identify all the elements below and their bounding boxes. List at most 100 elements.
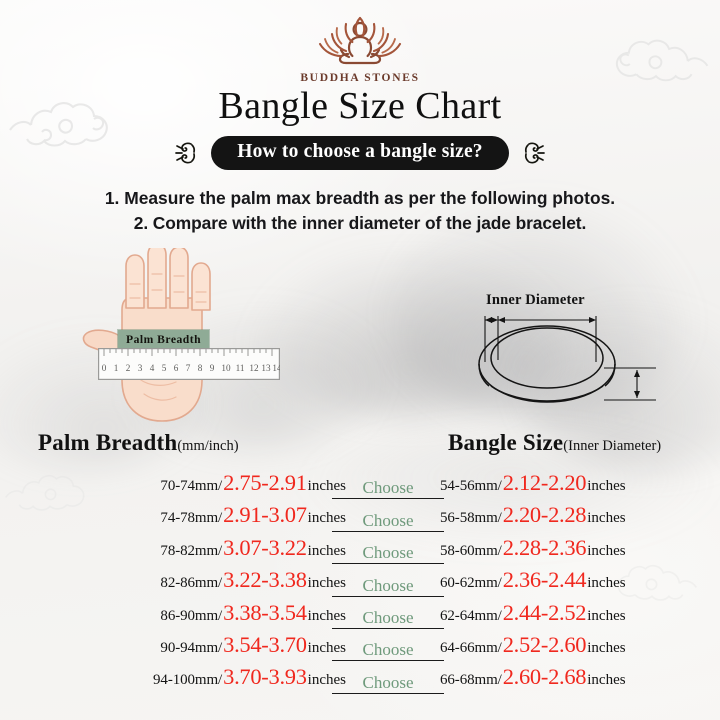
brand-name: BUDDHA STONES <box>300 72 420 84</box>
palm-breadth-table: 70-74mm/2.75-2.91 inches Choose 74-78mm/2… <box>16 470 444 697</box>
choose-link[interactable]: Choose <box>362 607 414 627</box>
cloud-motif-icon <box>9 102 108 147</box>
table-row: 78-82mm/3.07-3.22 inches Choose <box>16 535 444 567</box>
row-mm: 86-90mm/ <box>160 607 223 624</box>
inner-diameter-label: Inner Diameter <box>486 292 585 308</box>
row-inches: 3.22-3.38 <box>223 567 307 593</box>
row-inches: 2.60-2.68 <box>502 664 587 690</box>
choose-cell: Choose <box>332 608 444 629</box>
choose-underline <box>332 498 444 500</box>
row-unit: inches <box>307 639 346 656</box>
table-row: 62-64mm/2.44-2.52 inches <box>440 600 720 632</box>
table-row: 64-66mm/2.52-2.60 inches <box>440 632 720 664</box>
svg-text:0: 0 <box>102 363 107 373</box>
choose-underline <box>332 595 444 597</box>
bangle-ring-diagram <box>478 316 656 403</box>
row-mm: 60-62mm/ <box>440 575 502 592</box>
table-row: 82-86mm/3.22-3.38 inches Choose <box>16 567 444 599</box>
ornament-swirl-icon <box>175 142 196 164</box>
row-unit: inches <box>587 542 626 559</box>
svg-text:13: 13 <box>261 363 271 373</box>
choose-cell: Choose <box>332 673 444 694</box>
choose-link[interactable]: Choose <box>362 510 414 530</box>
row-mm: 56-58mm/ <box>440 510 502 527</box>
svg-text:10: 10 <box>221 363 231 373</box>
row-mm: 62-64mm/ <box>440 607 502 624</box>
svg-text:2: 2 <box>126 363 131 373</box>
cloud-motif-icon <box>615 39 709 82</box>
row-unit: inches <box>307 542 346 559</box>
row-mm: 70-74mm/ <box>160 478 223 494</box>
row-unit: inches <box>587 575 626 592</box>
page-title: Bangle Size Chart <box>218 85 502 127</box>
row-inches: 2.20-2.28 <box>502 502 587 528</box>
svg-text:14: 14 <box>272 363 280 373</box>
table-row: 60-62mm/2.36-2.44 inches <box>440 567 720 599</box>
lotus-meditation-icon <box>318 16 402 65</box>
row-inches: 3.38-3.54 <box>223 599 307 625</box>
bangle-diameter-figure: Inner Diameter <box>452 292 667 417</box>
row-unit: inches <box>307 575 346 592</box>
row-unit: inches <box>587 672 626 689</box>
instructions: 1. Measure the palm max breadth as per t… <box>0 186 720 236</box>
svg-text:9: 9 <box>210 363 215 373</box>
bangle-size-header: Bangle Size(Inner Diameter) <box>448 430 661 456</box>
instruction-step-1: 1. Measure the palm max breadth as per t… <box>104 188 616 208</box>
banner: How to choose a bangle size? <box>0 136 720 170</box>
row-inches: 2.12-2.20 <box>502 470 587 495</box>
table-row: 94-100mm/3.70-3.93 inches Choose <box>16 664 444 696</box>
row-unit: inches <box>307 607 346 624</box>
svg-text:7: 7 <box>186 363 191 373</box>
choose-cell: Choose <box>332 543 444 565</box>
row-unit: inches <box>307 510 346 527</box>
choose-underline <box>332 530 444 532</box>
row-inches: 2.28-2.36 <box>502 534 587 560</box>
brand-logo: BUDDHA STONES <box>0 10 720 84</box>
row-mm: 64-66mm/ <box>440 639 502 656</box>
row-mm: 54-56mm/ <box>440 478 502 494</box>
choose-underline <box>332 660 444 662</box>
choose-link[interactable]: Choose <box>362 543 414 563</box>
choose-link[interactable]: Choose <box>362 640 414 660</box>
choose-cell: Choose <box>332 478 444 500</box>
row-mm: 90-94mm/ <box>160 639 223 656</box>
choose-cell: Choose <box>332 640 444 662</box>
row-inches: 2.36-2.44 <box>502 567 587 593</box>
row-inches: 3.54-3.70 <box>223 631 307 657</box>
palm-breadth-header-main: Palm Breadth <box>38 430 178 455</box>
table-row: 74-78mm/2.91-3.07 inches Choose <box>16 502 444 534</box>
row-unit: inches <box>307 478 346 494</box>
choose-cell: Choose <box>332 511 444 532</box>
svg-text:11: 11 <box>236 363 245 373</box>
instruction-step-2: 2. Compare with the inner diameter of th… <box>133 213 587 233</box>
row-mm: 94-100mm/ <box>153 672 223 689</box>
palm-breadth-header-sub: (mm/inch) <box>177 438 239 454</box>
cloud-motif-icon <box>617 564 698 601</box>
row-unit: inches <box>587 639 626 656</box>
row-inches: 2.91-3.07 <box>223 502 307 528</box>
bangle-size-table: 54-56mm/2.12-2.20 inches 56-58mm/2.20-2.2… <box>440 470 720 697</box>
svg-text:5: 5 <box>162 363 167 373</box>
row-inches: 2.52-2.60 <box>502 631 587 657</box>
row-mm: 74-78mm/ <box>160 510 223 527</box>
choose-link[interactable]: Choose <box>362 478 414 498</box>
row-inches: 3.70-3.93 <box>223 664 307 690</box>
svg-text:6: 6 <box>174 363 179 373</box>
bangle-size-header-main: Bangle Size <box>448 430 564 455</box>
choose-link[interactable]: Choose <box>362 575 414 595</box>
row-mm: 82-86mm/ <box>160 575 223 592</box>
row-inches: 2.44-2.52 <box>502 599 587 625</box>
choose-underline <box>332 627 444 629</box>
table-row: 70-74mm/2.75-2.91 inches Choose <box>16 470 444 502</box>
choose-link[interactable]: Choose <box>362 672 414 692</box>
table-row: 58-60mm/2.28-2.36 inches <box>440 535 720 567</box>
palm-breadth-label: Palm Breadth <box>118 330 210 350</box>
bangle-size-header-sub: (Inner Diameter) <box>563 438 662 454</box>
table-row: 86-90mm/3.38-3.54 inches Choose <box>16 599 444 632</box>
table-row: 90-94mm/3.54-3.70 inches Choose <box>16 631 444 664</box>
row-mm: 58-60mm/ <box>440 542 502 559</box>
banner-title: How to choose a bangle size? <box>211 136 509 170</box>
